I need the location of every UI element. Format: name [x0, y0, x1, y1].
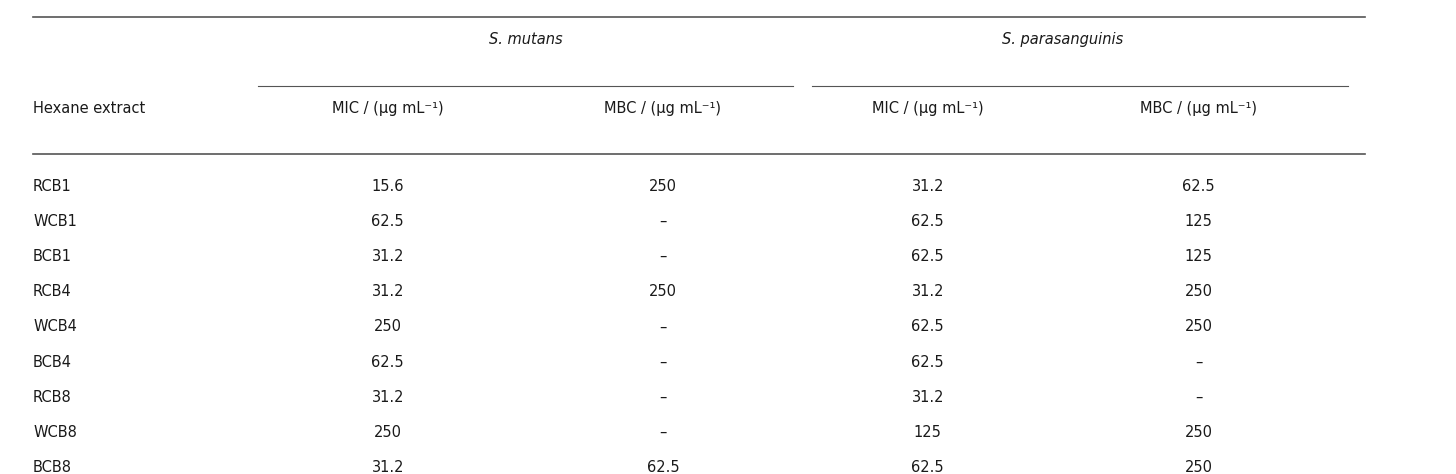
Text: MIC / (μg mL⁻¹): MIC / (μg mL⁻¹) — [872, 100, 984, 116]
Text: –: – — [660, 249, 667, 264]
Text: 62.5: 62.5 — [911, 355, 943, 370]
Text: –: – — [1195, 390, 1203, 405]
Text: WCB8: WCB8 — [33, 425, 77, 440]
Text: Hexane extract: Hexane extract — [33, 100, 146, 116]
Text: 62.5: 62.5 — [371, 355, 405, 370]
Text: MIC / (μg mL⁻¹): MIC / (μg mL⁻¹) — [332, 100, 444, 116]
Text: –: – — [1195, 355, 1203, 370]
Text: 125: 125 — [1185, 214, 1213, 229]
Text: WCB4: WCB4 — [33, 319, 77, 334]
Text: 250: 250 — [1185, 425, 1213, 440]
Text: –: – — [660, 390, 667, 405]
Text: 250: 250 — [649, 284, 677, 299]
Text: RCB4: RCB4 — [33, 284, 71, 299]
Text: 250: 250 — [1185, 460, 1213, 474]
Text: 15.6: 15.6 — [371, 179, 405, 194]
Text: 62.5: 62.5 — [1182, 179, 1214, 194]
Text: –: – — [660, 319, 667, 334]
Text: –: – — [660, 425, 667, 440]
Text: 62.5: 62.5 — [911, 249, 943, 264]
Text: 62.5: 62.5 — [911, 460, 943, 474]
Text: 31.2: 31.2 — [371, 284, 405, 299]
Text: RCB1: RCB1 — [33, 179, 71, 194]
Text: 125: 125 — [1185, 249, 1213, 264]
Text: S. mutans: S. mutans — [489, 32, 562, 47]
Text: 250: 250 — [649, 179, 677, 194]
Text: 31.2: 31.2 — [911, 390, 943, 405]
Text: 250: 250 — [374, 425, 402, 440]
Text: 31.2: 31.2 — [371, 249, 405, 264]
Text: RCB8: RCB8 — [33, 390, 71, 405]
Text: S. parasanguinis: S. parasanguinis — [1002, 32, 1123, 47]
Text: MBC / (μg mL⁻¹): MBC / (μg mL⁻¹) — [1140, 100, 1257, 116]
Text: 250: 250 — [1185, 284, 1213, 299]
Text: 31.2: 31.2 — [911, 284, 943, 299]
Text: MBC / (μg mL⁻¹): MBC / (μg mL⁻¹) — [604, 100, 721, 116]
Text: 250: 250 — [374, 319, 402, 334]
Text: BCB1: BCB1 — [33, 249, 73, 264]
Text: BCB4: BCB4 — [33, 355, 73, 370]
Text: 31.2: 31.2 — [371, 390, 405, 405]
Text: 125: 125 — [914, 425, 942, 440]
Text: 31.2: 31.2 — [911, 179, 943, 194]
Text: –: – — [660, 214, 667, 229]
Text: 31.2: 31.2 — [371, 460, 405, 474]
Text: 62.5: 62.5 — [911, 319, 943, 334]
Text: WCB1: WCB1 — [33, 214, 77, 229]
Text: 62.5: 62.5 — [646, 460, 678, 474]
Text: 250: 250 — [1185, 319, 1213, 334]
Text: 62.5: 62.5 — [911, 214, 943, 229]
Text: –: – — [660, 355, 667, 370]
Text: BCB8: BCB8 — [33, 460, 73, 474]
Text: 62.5: 62.5 — [371, 214, 405, 229]
